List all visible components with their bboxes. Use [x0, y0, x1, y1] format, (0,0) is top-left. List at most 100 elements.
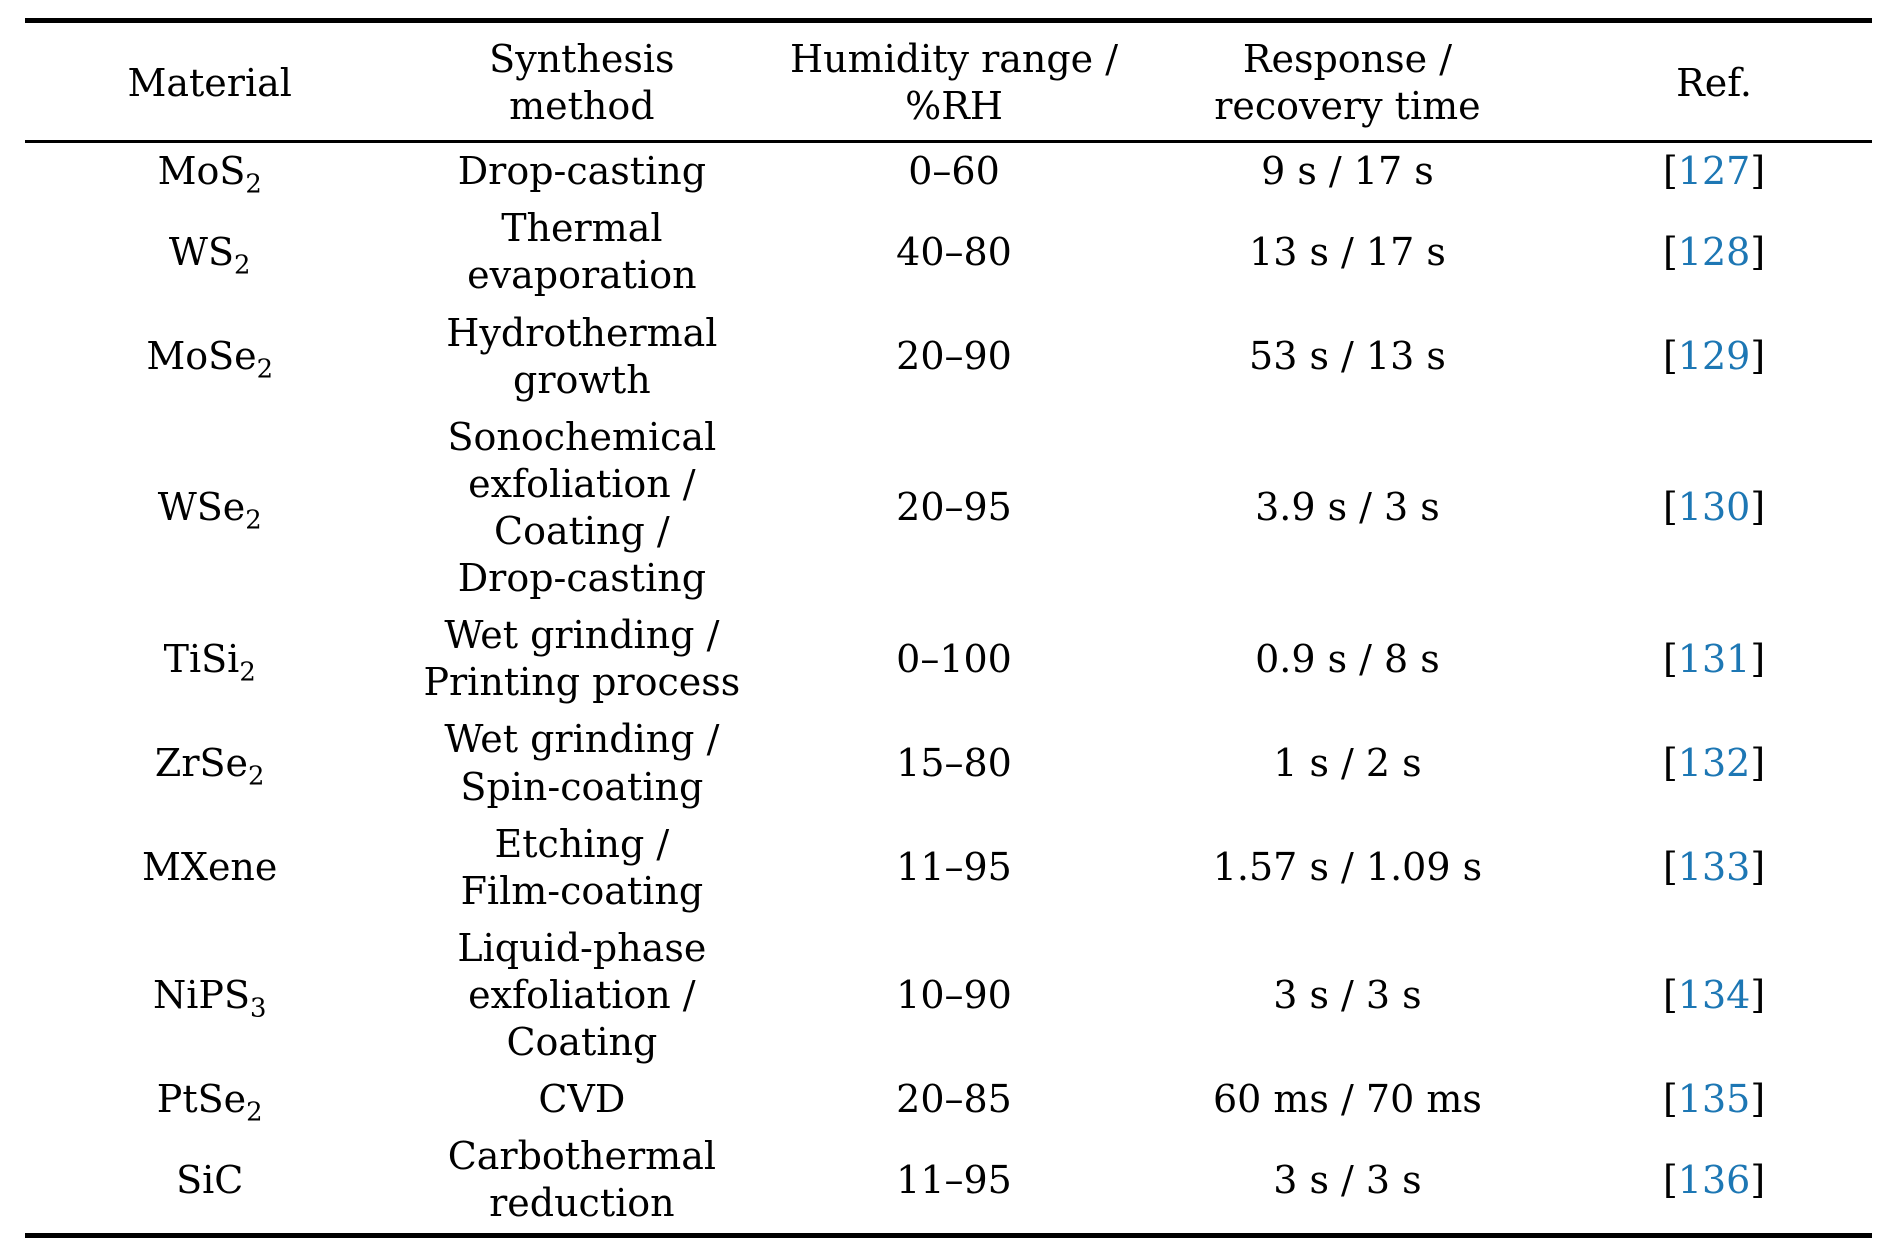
ref-cell: [132]: [1556, 711, 1872, 815]
material-cell: ZrSe2: [154, 740, 265, 792]
material-cell: WSe2: [157, 485, 262, 537]
citation-link[interactable]: 132: [1677, 740, 1751, 785]
material-cell: SiC: [176, 1157, 244, 1202]
citation-bracket-open: [: [1662, 1077, 1678, 1122]
synthesis-method-cell: CVD: [538, 1077, 626, 1122]
material-cell: WS2: [168, 229, 251, 281]
citation-bracket-close: ]: [1750, 334, 1766, 379]
material-cell: MXene: [141, 845, 278, 890]
humidity-range-cell: 15–80: [896, 740, 1012, 785]
citation-bracket-open: [: [1662, 845, 1678, 890]
table-row: WSe2 Sonochemical exfoliation / Coating / Dr…: [25, 409, 1872, 607]
material-cell: PtSe2: [156, 1077, 263, 1128]
column-header-synthesis-method: Synthesis method: [394, 20, 770, 144]
table-row: MoS2 Drop-casting 0–60 9 s / 17 s [127]: [25, 142, 1872, 201]
humidity-range-cell: 20–85: [896, 1077, 1012, 1122]
response-recovery-cell: 3 s / 3 s: [1273, 1157, 1422, 1202]
citation-bracket-open: [: [1662, 1157, 1678, 1202]
citation-bracket-open: [: [1662, 972, 1678, 1017]
material-subscript: 2: [234, 250, 251, 281]
citation-bracket-open: [: [1662, 334, 1678, 379]
material-subscript: 2: [256, 354, 274, 385]
humidity-range-cell: 0–100: [896, 636, 1012, 681]
table-row: SiC Carbothermal reduction 11–95 3 s / 3 s [1…: [25, 1128, 1872, 1235]
synthesis-method-cell: Thermal evaporation: [467, 206, 697, 298]
citation-bracket-open: [: [1662, 636, 1678, 681]
synthesis-method-cell: Liquid-phase exfoliation / Coating: [457, 925, 707, 1065]
citation-link[interactable]: 129: [1677, 334, 1751, 379]
synthesis-method-cell: Drop-casting: [457, 149, 707, 194]
humidity-sensors-table: Material Synthesis method Humidity range /%…: [25, 18, 1872, 1238]
citation-bracket-close: ]: [1750, 229, 1766, 274]
ref-cell: [134]: [1556, 920, 1872, 1071]
citation-link[interactable]: 135: [1677, 1077, 1751, 1122]
table-row: ZrSe2 Wet grinding / Spin-coating 15–80 1 s …: [25, 711, 1872, 815]
synthesis-method-cell: Etching / Film-coating: [460, 821, 704, 913]
citation-bracket-open: [: [1662, 485, 1678, 530]
material-cell: NiPS3: [152, 972, 267, 1024]
material-subscript: 3: [249, 993, 267, 1024]
material-subscript: 2: [245, 169, 262, 200]
ref-cell: [136]: [1556, 1128, 1872, 1235]
synthesis-method-cell: Wet grinding / Printing process: [423, 613, 741, 705]
ref-cell: [135]: [1556, 1071, 1872, 1128]
humidity-range-cell: 11–95: [896, 845, 1012, 890]
citation-bracket-open: [: [1662, 149, 1678, 194]
humidity-range-cell: 40–80: [896, 229, 1012, 274]
material-subscript: 2: [246, 1097, 263, 1128]
citation-bracket-close: ]: [1750, 1157, 1766, 1202]
ref-cell: [129]: [1556, 305, 1872, 409]
table-row: TiSi2 Wet grinding / Printing process 0–100…: [25, 607, 1872, 711]
ref-cell: [131]: [1556, 607, 1872, 711]
synthesis-method-cell: Hydrothermal growth: [446, 310, 718, 402]
response-recovery-cell: 1 s / 2 s: [1273, 740, 1422, 785]
material-subscript: 2: [239, 657, 256, 688]
response-recovery-cell: 60 ms / 70 ms: [1212, 1077, 1482, 1122]
citation-bracket-close: ]: [1750, 1077, 1766, 1122]
response-recovery-cell: 1.57 s / 1.09 s: [1212, 845, 1483, 890]
humidity-range-cell: 20–95: [896, 485, 1012, 530]
response-recovery-cell: 0.9 s / 8 s: [1255, 636, 1440, 681]
citation-bracket-open: [: [1662, 229, 1678, 274]
table-row: MoSe2 Hydrothermal growth 20–90 53 s / 13 s […: [25, 305, 1872, 409]
citation-bracket-open: [: [1662, 740, 1678, 785]
response-recovery-cell: 3 s / 3 s: [1273, 972, 1422, 1017]
ref-cell: [127]: [1556, 142, 1872, 201]
response-recovery-cell: 9 s / 17 s: [1261, 149, 1434, 194]
citation-link[interactable]: 131: [1677, 636, 1751, 681]
table-row: MXene Etching / Film-coating 11–95 1.57 s / …: [25, 816, 1872, 920]
humidity-range-cell: 20–90: [896, 334, 1012, 379]
citation-bracket-close: ]: [1750, 636, 1766, 681]
column-header-humidity-range: Humidity range / %RH: [769, 20, 1139, 144]
material-cell: MoS2: [157, 149, 262, 200]
citation-link[interactable]: 133: [1677, 845, 1751, 890]
citation-link[interactable]: 128: [1677, 229, 1751, 274]
synthesis-method-cell: Carbothermal reduction: [447, 1134, 717, 1226]
citation-bracket-close: ]: [1750, 845, 1766, 890]
citation-bracket-close: ]: [1750, 485, 1766, 530]
table-row: WS2 Thermal evaporation 40–80 13 s / 17 s [12…: [25, 200, 1872, 304]
material-subscript: 2: [248, 761, 265, 792]
citation-link[interactable]: 127: [1677, 149, 1751, 194]
synthesis-method-cell: Sonochemical exfoliation / Coating / Drop-c…: [447, 414, 717, 601]
humidity-range-cell: 10–90: [896, 972, 1012, 1017]
response-recovery-cell: 53 s / 13 s: [1249, 334, 1446, 379]
column-header-material: Material: [25, 20, 395, 144]
table-header-row: Material Synthesis method Humidity range /%…: [25, 20, 1872, 144]
citation-link[interactable]: 134: [1677, 972, 1751, 1017]
table-row: PtSe2 CVD 20–85 60 ms / 70 ms [135]: [25, 1071, 1872, 1128]
response-recovery-cell: 3.9 s / 3 s: [1255, 485, 1440, 530]
humidity-range-cell: 0–60: [908, 149, 1000, 194]
material-cell: MoSe2: [146, 334, 274, 385]
humidity-range-cell: 11–95: [896, 1157, 1012, 1202]
citation-link[interactable]: 136: [1677, 1157, 1751, 1202]
ref-cell: [128]: [1556, 200, 1872, 304]
citation-bracket-close: ]: [1750, 149, 1766, 194]
citation-bracket-close: ]: [1750, 740, 1766, 785]
column-header-response-recovery: Response / recovery time: [1138, 20, 1557, 144]
response-recovery-cell: 13 s / 17 s: [1249, 229, 1446, 274]
citation-link[interactable]: 130: [1677, 485, 1751, 530]
column-header-ref: Ref.: [1556, 20, 1872, 144]
citation-bracket-close: ]: [1750, 972, 1766, 1017]
